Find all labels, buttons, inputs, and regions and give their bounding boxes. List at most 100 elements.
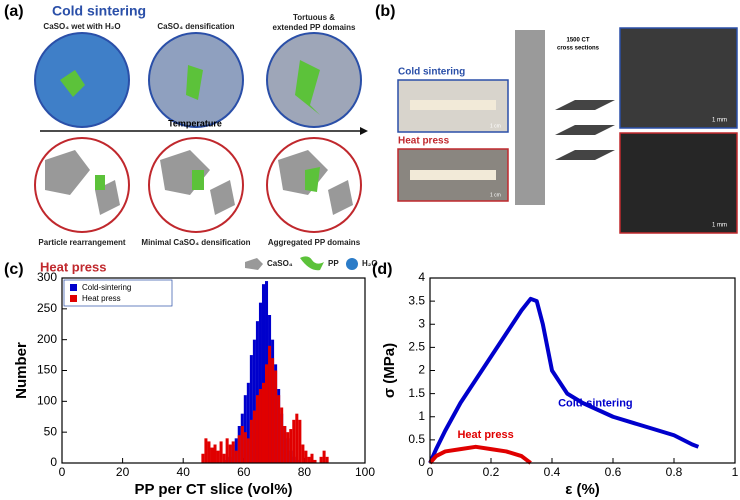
x-tick-label: 1 <box>732 465 739 479</box>
y-tick-label: 100 <box>37 394 57 408</box>
line <box>428 296 700 464</box>
y-tick-label: 2 <box>418 363 425 377</box>
bar <box>252 339 256 463</box>
legend-icon <box>245 258 263 270</box>
line <box>428 444 532 465</box>
ct-slice <box>555 100 615 160</box>
bar <box>222 453 226 463</box>
title: Heat press <box>398 136 450 147</box>
bar <box>310 453 314 463</box>
scale-bar: 1 mm <box>712 118 727 124</box>
legend-label: CaSO₄ <box>267 259 293 268</box>
bar <box>246 382 250 463</box>
bar <box>258 302 262 463</box>
caption: CaSO₄ densification <box>157 22 234 31</box>
x-tick-label: 60 <box>237 465 251 479</box>
series-label: Cold-sintering <box>558 398 633 410</box>
bar <box>286 432 290 463</box>
panel-b: (b) Cold sintering 1 cm Heat press 1 cm … <box>375 3 738 234</box>
bar <box>292 419 296 463</box>
x-tick-label: 0.4 <box>544 465 561 479</box>
bar <box>265 364 269 463</box>
legend-label: Heat press <box>82 294 121 303</box>
axis-label: Temperature <box>168 118 222 128</box>
y-tick-label: 0 <box>50 455 57 469</box>
bar <box>249 419 253 463</box>
x-tick-label: 20 <box>116 465 130 479</box>
y-tick-label: 0 <box>418 455 425 469</box>
ct-image <box>619 132 738 234</box>
legend-label: PP <box>328 259 339 268</box>
bar <box>322 450 326 463</box>
legend-swatch <box>70 295 77 302</box>
y-tick-label: 2.5 <box>408 340 425 354</box>
bar <box>255 395 259 463</box>
y-tick-label: 0.5 <box>408 432 425 446</box>
y-tick-label: 150 <box>37 363 57 377</box>
bar <box>252 410 256 463</box>
title: Cold sintering <box>398 67 465 78</box>
bar <box>319 456 323 463</box>
panel-label: (b) <box>375 3 395 20</box>
y-tick-label: 250 <box>37 301 57 315</box>
y-tick-label: 1 <box>418 409 425 423</box>
plot-frame <box>61 277 366 464</box>
bar <box>240 426 244 463</box>
title: Heat press <box>40 259 106 274</box>
y-tick-label: 300 <box>37 270 57 284</box>
legend-swatch <box>70 284 77 291</box>
bar <box>237 435 241 463</box>
x-tick-label: 0 <box>427 465 434 479</box>
bar <box>231 441 235 463</box>
arrow <box>360 127 368 135</box>
plot-frame <box>429 277 736 464</box>
photo <box>410 100 496 110</box>
x-tick-label: 100 <box>355 465 375 479</box>
bar <box>271 358 275 463</box>
bar <box>261 382 266 463</box>
x-axis-label: ε (%) <box>565 481 600 498</box>
caption: Minimal CaSO₄ densification <box>141 238 250 247</box>
bar <box>234 450 238 463</box>
y-tick-label: 3.5 <box>408 293 425 307</box>
legend-icon <box>346 258 358 270</box>
caption: 1500 CT <box>566 38 589 44</box>
illustration <box>60 60 320 115</box>
legend-label: H₂O <box>362 259 378 268</box>
x-tick-label: 0.2 <box>483 465 500 479</box>
bar <box>204 438 208 463</box>
bar <box>243 395 247 463</box>
panel-label: (d) <box>372 261 392 278</box>
bar <box>325 456 329 463</box>
x-tick-label: 0.6 <box>605 465 622 479</box>
illustration <box>34 32 130 128</box>
ct-sample <box>515 30 545 205</box>
bar <box>261 284 266 463</box>
photo <box>410 170 496 180</box>
bar <box>249 355 253 463</box>
bar <box>268 345 272 463</box>
bar <box>298 419 302 463</box>
bar <box>246 438 250 463</box>
caption: CaSO₄ wet with H₂O <box>43 22 120 31</box>
x-tick-label: 40 <box>177 465 191 479</box>
y-tick-label: 4 <box>418 270 425 284</box>
y-tick-label: 3 <box>418 316 425 330</box>
bar <box>289 429 293 463</box>
bar <box>307 456 311 463</box>
bar <box>280 407 284 463</box>
bar <box>219 441 223 463</box>
bar <box>213 444 217 463</box>
bar <box>301 444 305 463</box>
bar <box>304 450 308 463</box>
bar <box>207 441 211 463</box>
caption: Particle rearrangement <box>38 238 125 247</box>
caption: Tortuous & <box>293 13 335 22</box>
caption: Aggregated PP domains <box>268 238 361 247</box>
scale-bar: 1 cm <box>490 192 501 198</box>
bar <box>255 321 259 463</box>
y-tick-label: 50 <box>44 424 58 438</box>
bar <box>258 389 262 463</box>
